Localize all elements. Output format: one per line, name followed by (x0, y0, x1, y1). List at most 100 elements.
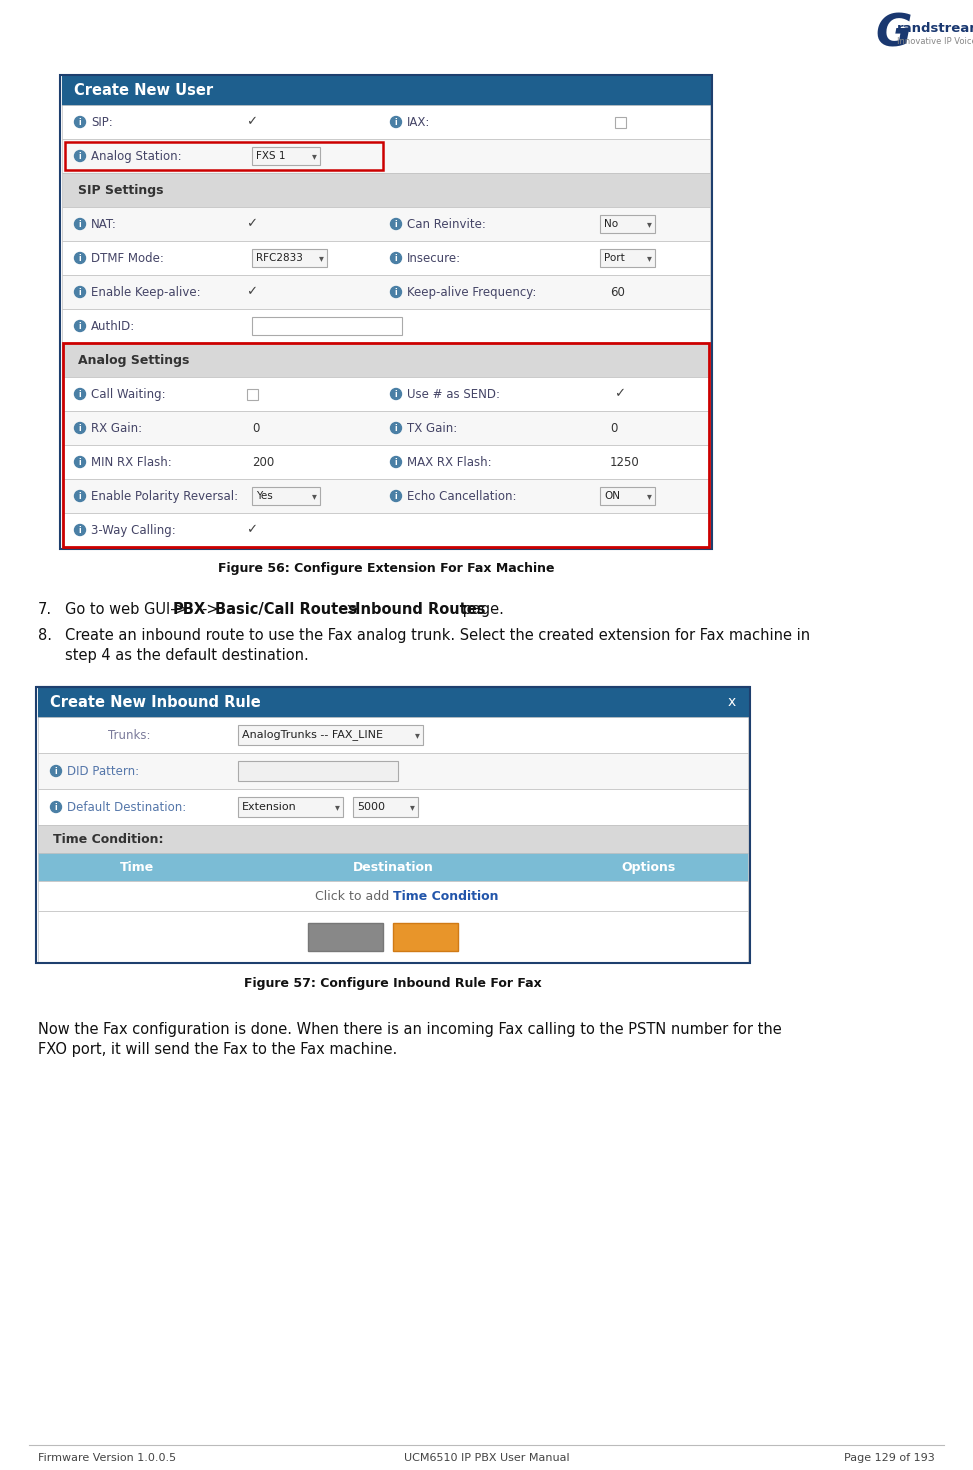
Circle shape (390, 388, 402, 400)
Bar (252, 248, 327, 268)
Text: i: i (79, 457, 82, 466)
Text: Time: Time (121, 860, 155, 873)
Text: x: x (728, 695, 737, 709)
Text: Analog Settings: Analog Settings (78, 353, 190, 366)
Bar (38, 789, 748, 825)
Text: MIN RX Flash:: MIN RX Flash: (91, 456, 172, 469)
Text: Analog Station:: Analog Station: (91, 150, 182, 163)
Text: ▾: ▾ (410, 803, 414, 811)
Text: Call Waiting:: Call Waiting: (91, 388, 165, 400)
Bar (38, 911, 748, 963)
Text: ▾: ▾ (647, 253, 652, 263)
Text: i: i (79, 151, 82, 160)
Circle shape (390, 457, 402, 467)
Bar (238, 725, 423, 745)
Text: i: i (395, 390, 397, 398)
Bar (62, 104, 710, 140)
Text: i: i (79, 219, 82, 228)
Text: Extension: Extension (242, 803, 297, 811)
Bar (62, 412, 710, 445)
Circle shape (75, 219, 86, 229)
Text: Figure 56: Configure Extension For Fax Machine: Figure 56: Configure Extension For Fax M… (218, 562, 555, 575)
Circle shape (75, 525, 86, 535)
Text: FXO port, it will send the Fax to the Fax machine.: FXO port, it will send the Fax to the Fa… (38, 1042, 397, 1057)
Text: i: i (395, 253, 397, 263)
Text: i: i (79, 322, 82, 331)
Text: i: i (79, 525, 82, 535)
Text: i: i (395, 457, 397, 466)
Bar (38, 686, 748, 717)
Text: 200: 200 (252, 456, 274, 469)
Text: Port: Port (604, 253, 625, 263)
Text: Echo Cancellation:: Echo Cancellation: (407, 490, 517, 503)
Bar (60, 75, 712, 548)
Text: randstream: randstream (897, 22, 973, 35)
Text: i: i (395, 423, 397, 432)
Text: ▾: ▾ (414, 731, 419, 739)
Text: Firmware Version 1.0.0.5: Firmware Version 1.0.0.5 (38, 1452, 176, 1463)
Text: RFC2833: RFC2833 (256, 253, 303, 263)
Circle shape (75, 491, 86, 501)
Bar (600, 215, 655, 234)
Text: Page 129 of 193: Page 129 of 193 (845, 1452, 935, 1463)
Text: ->: -> (341, 603, 359, 617)
Text: i: i (395, 118, 397, 126)
Text: 7.: 7. (38, 603, 53, 617)
Text: page.: page. (458, 603, 504, 617)
Text: NAT:: NAT: (91, 218, 117, 231)
Circle shape (390, 422, 402, 434)
Text: Figure 57: Configure Inbound Rule For Fax: Figure 57: Configure Inbound Rule For Fa… (244, 978, 542, 989)
Text: Options: Options (622, 860, 675, 873)
Text: i: i (395, 219, 397, 228)
Bar (38, 717, 748, 753)
Text: RX Gain:: RX Gain: (91, 422, 142, 435)
Text: Basic/Call Routes: Basic/Call Routes (215, 603, 357, 617)
Circle shape (51, 801, 61, 813)
Text: step 4 as the default destination.: step 4 as the default destination. (65, 648, 308, 663)
Text: i: i (79, 423, 82, 432)
Text: Insecure:: Insecure: (407, 251, 461, 265)
Bar (62, 309, 710, 343)
Circle shape (75, 457, 86, 467)
Bar (62, 207, 710, 241)
Bar (62, 241, 710, 275)
Text: Cancel: Cancel (324, 931, 366, 944)
Circle shape (390, 491, 402, 501)
Text: Default Destination:: Default Destination: (67, 801, 186, 813)
Text: Use # as SEND:: Use # as SEND: (407, 388, 500, 400)
Text: i: i (79, 253, 82, 263)
Circle shape (75, 320, 86, 332)
Bar (38, 753, 748, 789)
Bar (615, 116, 626, 128)
Text: Create New User: Create New User (74, 82, 213, 97)
Text: ✓: ✓ (614, 388, 626, 400)
Text: 60: 60 (610, 285, 625, 298)
Text: i: i (54, 766, 57, 776)
Bar (393, 923, 458, 951)
Text: TX Gain:: TX Gain: (407, 422, 457, 435)
Text: ✓: ✓ (246, 523, 258, 537)
Text: Enable Polarity Reversal:: Enable Polarity Reversal: (91, 490, 238, 503)
Text: ON: ON (604, 491, 620, 501)
Circle shape (390, 287, 402, 297)
Bar (65, 143, 383, 171)
Text: i: i (54, 803, 57, 811)
Text: UCM6510 IP PBX User Manual: UCM6510 IP PBX User Manual (404, 1452, 569, 1463)
Text: ✓: ✓ (246, 116, 258, 128)
Text: ▾: ▾ (311, 151, 316, 162)
Bar (252, 318, 402, 335)
Text: Create an inbound route to use the Fax analog trunk. Select the created extensio: Create an inbound route to use the Fax a… (65, 628, 811, 642)
Bar (63, 343, 709, 547)
Circle shape (75, 287, 86, 297)
Bar (353, 797, 418, 817)
Text: AuthID:: AuthID: (91, 319, 135, 332)
Circle shape (75, 116, 86, 128)
Text: Innovative IP Voice & Video: Innovative IP Voice & Video (897, 37, 973, 46)
Text: i: i (79, 491, 82, 500)
Circle shape (390, 116, 402, 128)
Text: Destination: Destination (352, 860, 433, 873)
Bar (252, 487, 320, 506)
Bar (38, 881, 748, 911)
Text: No: No (604, 219, 618, 229)
Text: ▾: ▾ (318, 253, 323, 263)
